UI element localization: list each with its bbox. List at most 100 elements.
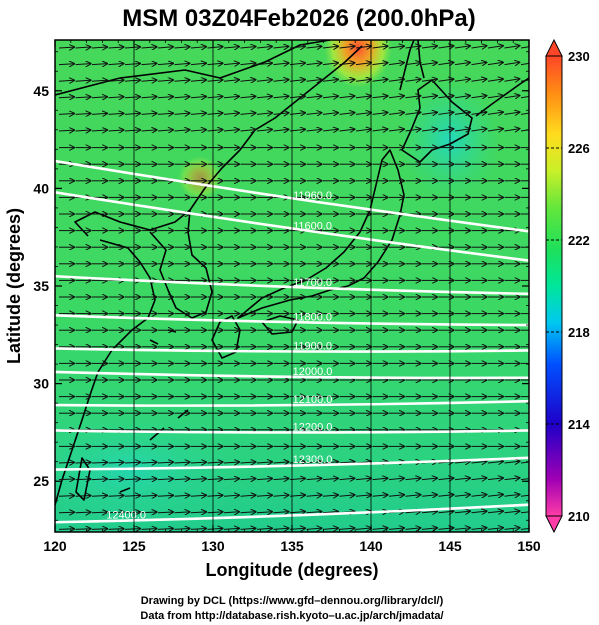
wind-vector [372, 478, 388, 479]
wind-vector [207, 528, 223, 529]
wind-vector [273, 512, 289, 513]
wind-vector [108, 47, 124, 48]
wind-vector [190, 47, 206, 48]
wind-vector [256, 129, 272, 131]
wind-vector [256, 495, 272, 496]
wind-vector [289, 46, 305, 48]
wind-vector [487, 511, 503, 513]
wind-vector [454, 129, 470, 131]
wind-vector [124, 97, 140, 98]
wind-vector [174, 63, 190, 64]
wind-vector [75, 47, 91, 48]
wind-vector [174, 47, 190, 48]
wind-vector [108, 130, 124, 131]
wind-vector [141, 462, 157, 463]
wind-vector [504, 62, 520, 64]
coast-honshu [237, 149, 405, 319]
wind-vector [289, 495, 305, 496]
wind-vector [124, 47, 140, 48]
wind-vector [421, 79, 437, 81]
wind-vector [405, 79, 421, 81]
contour-label: 12200.0 [293, 421, 333, 433]
wind-vector [306, 462, 322, 463]
wind-vector [421, 495, 437, 497]
wind-vector [157, 495, 173, 496]
wind-vector [355, 46, 371, 48]
x-tick-label: 125 [122, 538, 146, 554]
wind-vector [223, 512, 239, 513]
wind-vector [339, 96, 355, 98]
x-tick-label: 140 [359, 538, 383, 554]
wind-vector [405, 96, 421, 98]
wind-vector [388, 96, 404, 98]
wind-vector [58, 80, 74, 81]
wind-vector [471, 46, 487, 48]
wind-vector [372, 528, 388, 529]
wind-vector [355, 79, 371, 81]
wind-vector [504, 79, 520, 81]
wind-vector [75, 479, 91, 480]
wind-vector [223, 113, 239, 114]
contour-label: 11700.0 [293, 277, 332, 289]
wind-vector [157, 529, 173, 530]
wind-vector [223, 96, 239, 97]
plot-title: MSM 03Z04Feb2026 (200.0hPa) [122, 5, 476, 32]
wind-vector [372, 129, 388, 131]
colorbar: 230 226 222 218 214 210 [545, 38, 590, 534]
wind-vector [223, 47, 239, 48]
wind-vector [355, 528, 371, 529]
wind-vector [75, 496, 91, 497]
contour-label: 12100.0 [293, 394, 333, 406]
wind-vector [438, 112, 454, 114]
wind-vector [256, 80, 272, 82]
wind-vector [289, 129, 305, 131]
wind-vector [487, 461, 503, 463]
wind-vector [240, 96, 256, 97]
wind-vector [388, 478, 404, 479]
wind-vector [454, 511, 470, 513]
wind-vector [388, 528, 404, 529]
wind-vector [256, 528, 272, 529]
wind-vector [58, 47, 74, 48]
wind-vector [124, 495, 140, 496]
y-axis-label: Latitude (degrees) [4, 208, 24, 364]
wind-vector [454, 46, 470, 48]
wind-vector [372, 63, 388, 65]
wind-vector [388, 129, 404, 131]
wind-vector [75, 80, 91, 81]
y-tick-label: 25 [33, 473, 49, 489]
wind-vector [421, 129, 437, 131]
cool-anomaly-south [55, 410, 250, 530]
wind-vector [306, 129, 322, 131]
wind-vector [223, 479, 239, 480]
wind-vector [108, 512, 124, 513]
wind-vector [108, 462, 124, 463]
wind-vector [240, 512, 256, 513]
wind-vector [355, 63, 371, 65]
wind-vector [471, 511, 487, 513]
wind-vector [124, 63, 140, 64]
wind-vector [454, 62, 470, 64]
wind-vector [487, 478, 503, 480]
y-tick-label: 35 [33, 278, 49, 294]
wind-vector [438, 96, 454, 98]
colorbar-ticks: 230 226 222 218 214 210 [546, 49, 590, 524]
wind-vector [141, 47, 157, 48]
wind-vector [421, 46, 437, 48]
wind-vector [256, 113, 272, 115]
colorbar-frame [545, 55, 563, 517]
wind-vector [75, 529, 91, 530]
wind-vector [174, 495, 190, 496]
wind-vector [273, 113, 289, 115]
wind-vector [124, 529, 140, 530]
wind-vector [273, 478, 289, 479]
wind-vector [289, 478, 305, 479]
wind-vector [355, 478, 371, 479]
wind-vector [223, 63, 239, 64]
wind-vector [223, 495, 239, 496]
wind-vector [174, 80, 190, 81]
wind-vector [289, 512, 305, 513]
wind-vector [339, 113, 355, 115]
wind-vector [190, 113, 206, 114]
wind-vector [207, 47, 223, 48]
